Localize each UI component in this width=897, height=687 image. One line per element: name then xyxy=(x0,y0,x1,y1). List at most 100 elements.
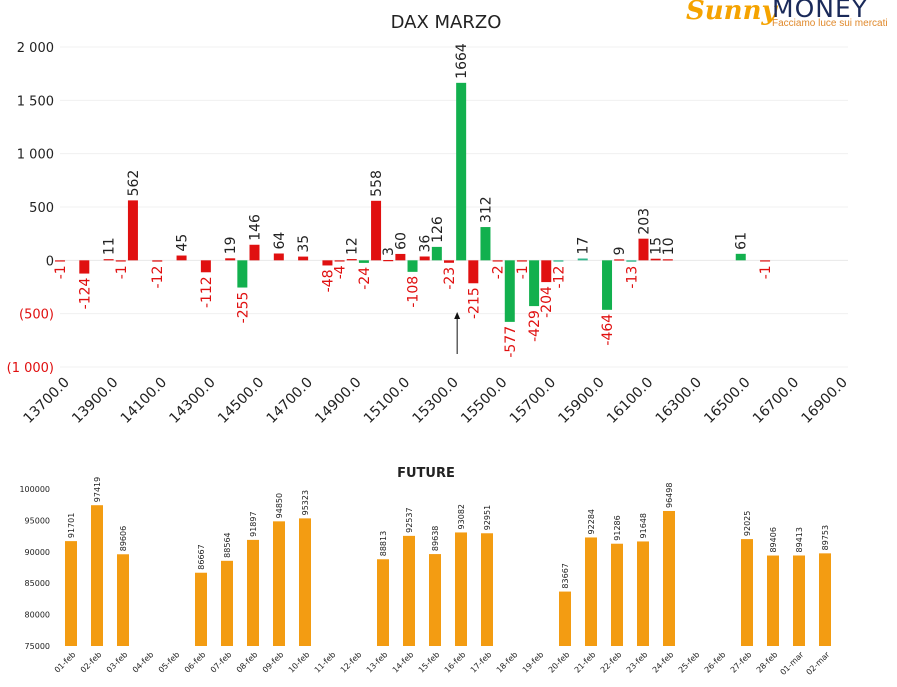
bar xyxy=(176,255,187,261)
data-label: -13 xyxy=(624,266,640,289)
future-x-tick-label: 16-feb xyxy=(443,650,468,675)
data-label: 15 xyxy=(649,237,665,255)
x-tick-label: 13700.0 xyxy=(21,375,73,427)
future-x-tick-label: 13-feb xyxy=(365,650,390,675)
future-x-tick-label: 21-feb xyxy=(573,650,598,675)
future-title: FUTURE xyxy=(397,466,455,481)
future-bar xyxy=(793,555,805,646)
arrow-head xyxy=(454,312,461,319)
future-bar xyxy=(585,537,597,646)
data-label: 61 xyxy=(734,232,750,250)
bar xyxy=(504,260,515,322)
data-label: 36 xyxy=(418,235,434,253)
future-data-label: 89753 xyxy=(821,525,830,550)
future-x-tick-label: 07-feb xyxy=(209,650,234,675)
bar xyxy=(419,256,430,261)
bar xyxy=(602,260,613,310)
bar xyxy=(322,260,333,266)
x-tick-label: 16700.0 xyxy=(750,375,802,427)
logo-money-text: MONEY xyxy=(772,0,869,23)
future-x-tick-label: 19-feb xyxy=(521,650,546,675)
bar xyxy=(273,253,284,261)
x-tick-label: 14100.0 xyxy=(118,375,170,427)
bar xyxy=(395,253,406,261)
bar xyxy=(358,260,369,263)
future-data-label: 94850 xyxy=(275,493,284,518)
data-label: -1 xyxy=(758,265,774,279)
y-tick-label: 1 500 xyxy=(17,94,54,109)
future-x-tick-label: 23-feb xyxy=(625,650,650,675)
future-data-label: 89413 xyxy=(795,527,804,552)
data-label: -24 xyxy=(357,267,373,290)
future-data-label: 92025 xyxy=(743,511,752,536)
future-bar xyxy=(559,591,571,646)
bar xyxy=(735,253,746,261)
bar xyxy=(407,260,418,272)
data-label: -108 xyxy=(406,276,422,308)
future-x-tick-label: 15-feb xyxy=(417,650,442,675)
future-bar xyxy=(91,505,103,646)
future-bar xyxy=(221,560,233,646)
data-label: -124 xyxy=(77,277,93,309)
data-label: -23 xyxy=(442,267,458,290)
data-label: 146 xyxy=(248,214,264,241)
bar xyxy=(334,260,345,262)
future-x-tick-label: 18-feb xyxy=(495,650,520,675)
future-y-tick-label: 75000 xyxy=(25,642,50,651)
bar xyxy=(200,260,211,273)
future-bar xyxy=(611,543,623,646)
x-tick-label: 14500.0 xyxy=(215,375,267,427)
future-bar xyxy=(247,539,259,646)
future-x-tick-label: 01-mar xyxy=(778,650,805,677)
future-x-tick-label: 04-feb xyxy=(131,650,156,675)
bar xyxy=(614,259,625,261)
bar xyxy=(115,260,126,262)
bar xyxy=(55,260,65,262)
bar xyxy=(760,260,771,262)
future-x-tick-label: 12-feb xyxy=(339,650,364,675)
future-bar xyxy=(195,572,207,646)
future-data-label: 91897 xyxy=(249,511,258,536)
future-bar xyxy=(455,532,467,646)
data-label: 203 xyxy=(637,208,653,235)
future-x-tick-label: 20-feb xyxy=(547,650,572,675)
data-label: -464 xyxy=(600,314,616,346)
x-tick-label: 14700.0 xyxy=(264,375,316,427)
bar xyxy=(127,200,138,261)
future-data-label: 83667 xyxy=(561,563,570,588)
bar xyxy=(468,260,479,284)
data-label: 312 xyxy=(478,196,494,223)
bar xyxy=(383,260,394,262)
data-label: -4 xyxy=(333,265,349,279)
data-label: 12 xyxy=(345,237,361,255)
bar xyxy=(529,260,540,307)
future-data-label: 92951 xyxy=(483,505,492,530)
future-bar xyxy=(377,559,389,646)
future-bar xyxy=(637,541,649,646)
bar xyxy=(541,260,552,283)
data-label: 1664 xyxy=(454,43,470,79)
future-data-label: 86667 xyxy=(197,544,206,569)
bar xyxy=(456,82,467,261)
future-data-label: 95323 xyxy=(301,490,310,515)
logo-tagline: Facciamo luce sui mercati xyxy=(772,18,888,29)
future-x-tick-label: 22-feb xyxy=(599,650,624,675)
bar xyxy=(516,260,527,262)
future-bar xyxy=(403,535,415,646)
x-tick-label: 16300.0 xyxy=(653,375,705,427)
bar xyxy=(553,260,564,262)
data-label: 17 xyxy=(576,237,592,255)
future-data-label: 91701 xyxy=(67,513,76,538)
x-tick-label: 15300.0 xyxy=(410,375,462,427)
future-x-tick-label: 14-feb xyxy=(391,650,416,675)
data-label: 126 xyxy=(430,216,446,243)
data-label: 10 xyxy=(661,237,677,255)
x-tick-label: 16100.0 xyxy=(604,375,656,427)
data-label: 19 xyxy=(223,236,239,254)
data-label: -429 xyxy=(527,310,543,342)
data-label: 45 xyxy=(175,234,191,252)
future-x-tick-label: 01-feb xyxy=(53,650,78,675)
future-x-tick-label: 28-feb xyxy=(755,650,780,675)
future-bar xyxy=(481,533,493,646)
future-x-tick-label: 08-feb xyxy=(235,650,260,675)
